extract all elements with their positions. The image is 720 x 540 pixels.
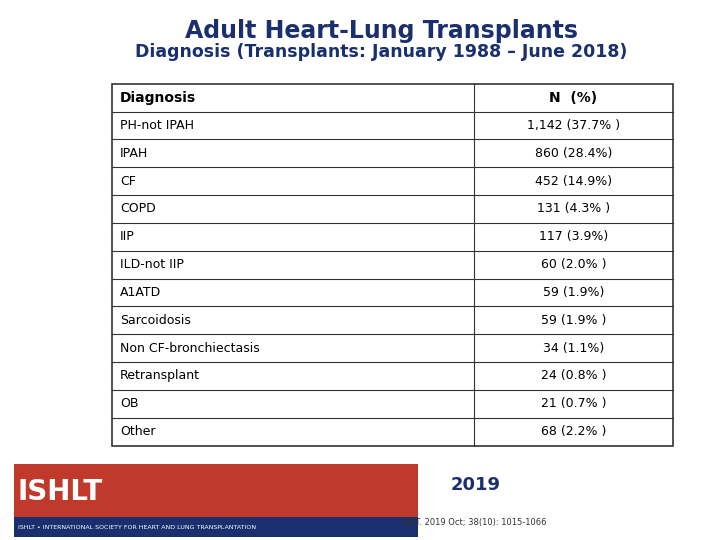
Text: OB: OB bbox=[120, 397, 139, 410]
Text: N  (%): N (%) bbox=[549, 91, 598, 105]
Text: PH-not IPAH: PH-not IPAH bbox=[120, 119, 194, 132]
Text: 60 (2.0% ): 60 (2.0% ) bbox=[541, 258, 606, 271]
Text: 452 (14.9%): 452 (14.9%) bbox=[535, 174, 612, 187]
Text: ISHLT: ISHLT bbox=[18, 478, 103, 506]
Text: Sarcoidosis: Sarcoidosis bbox=[120, 314, 191, 327]
Text: IPAH: IPAH bbox=[120, 147, 148, 160]
Text: 860 (28.4%): 860 (28.4%) bbox=[535, 147, 612, 160]
Text: 131 (4.3% ): 131 (4.3% ) bbox=[537, 202, 610, 215]
Text: CF: CF bbox=[120, 174, 136, 187]
Text: 24 (0.8% ): 24 (0.8% ) bbox=[541, 369, 606, 382]
Text: A1ATD: A1ATD bbox=[120, 286, 161, 299]
Text: Diagnosis (Transplants: January 1988 – June 2018): Diagnosis (Transplants: January 1988 – J… bbox=[135, 43, 628, 61]
Text: COPD: COPD bbox=[120, 202, 156, 215]
Text: 2019: 2019 bbox=[450, 476, 500, 494]
Text: Diagnosis: Diagnosis bbox=[120, 91, 197, 105]
Text: 59 (1.9%): 59 (1.9%) bbox=[543, 286, 604, 299]
Text: Other: Other bbox=[120, 425, 156, 438]
Text: 34 (1.1%): 34 (1.1%) bbox=[543, 342, 604, 355]
Text: ISHLT • INTERNATIONAL SOCIETY FOR HEART AND LUNG TRANSPLANTATION: ISHLT • INTERNATIONAL SOCIETY FOR HEART … bbox=[18, 524, 256, 530]
Text: Adult Heart-Lung Transplants: Adult Heart-Lung Transplants bbox=[185, 19, 578, 43]
Text: 1,142 (37.7% ): 1,142 (37.7% ) bbox=[527, 119, 620, 132]
Text: 117 (3.9%): 117 (3.9%) bbox=[539, 230, 608, 243]
Text: 68 (2.2% ): 68 (2.2% ) bbox=[541, 425, 606, 438]
Text: Retransplant: Retransplant bbox=[120, 369, 200, 382]
Text: Non CF-bronchiectasis: Non CF-bronchiectasis bbox=[120, 342, 260, 355]
Text: ILD-not IIP: ILD-not IIP bbox=[120, 258, 184, 271]
Text: 21 (0.7% ): 21 (0.7% ) bbox=[541, 397, 606, 410]
Text: 59 (1.9% ): 59 (1.9% ) bbox=[541, 314, 606, 327]
Text: JHLT. 2019 Oct; 38(10): 1015-1066: JHLT. 2019 Oct; 38(10): 1015-1066 bbox=[403, 518, 547, 526]
Text: IIP: IIP bbox=[120, 230, 135, 243]
